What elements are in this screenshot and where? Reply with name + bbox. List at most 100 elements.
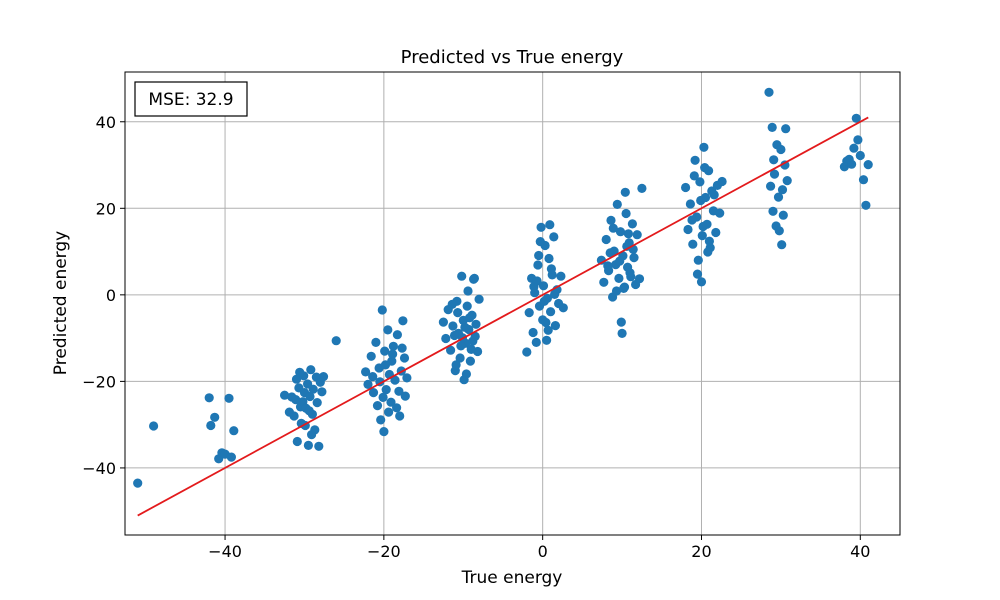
data-point	[542, 335, 552, 345]
data-point	[627, 219, 638, 229]
data-point	[447, 299, 457, 309]
data-point	[632, 230, 642, 240]
data-point	[545, 220, 555, 230]
data-point	[629, 253, 639, 263]
data-point	[764, 87, 774, 97]
data-point	[451, 360, 461, 370]
data-point	[699, 142, 709, 152]
data-point	[304, 406, 314, 416]
data-point	[535, 237, 545, 247]
data-point	[463, 286, 473, 296]
data-point	[536, 222, 546, 232]
data-point	[388, 341, 398, 351]
data-point	[849, 143, 859, 153]
data-point	[685, 199, 696, 209]
data-point	[767, 122, 777, 132]
data-point	[777, 240, 787, 250]
data-point	[524, 308, 534, 318]
data-point	[616, 317, 626, 327]
data-point	[781, 124, 791, 134]
x-tick-label: 0	[538, 542, 548, 561]
data-point	[601, 234, 611, 245]
data-point	[621, 208, 631, 219]
data-point	[546, 307, 556, 317]
data-point	[782, 176, 792, 186]
data-point	[773, 192, 784, 202]
data-point	[853, 135, 863, 145]
data-point	[210, 412, 220, 422]
data-point	[229, 426, 239, 436]
data-point	[863, 160, 873, 170]
x-axis-label: True energy	[461, 568, 563, 588]
data-point	[538, 281, 549, 291]
data-point	[384, 407, 394, 417]
data-point	[465, 356, 475, 366]
mse-annotation-box	[134, 81, 248, 117]
data-point	[696, 195, 706, 206]
plot-area-frame	[124, 71, 901, 536]
data-point	[462, 301, 472, 311]
data-point	[690, 155, 700, 165]
data-point	[400, 391, 410, 401]
data-point	[539, 296, 549, 306]
data-point	[204, 393, 214, 403]
data-point	[397, 343, 407, 353]
data-point	[534, 250, 544, 261]
data-point	[456, 341, 466, 351]
data-point	[688, 239, 698, 249]
data-point	[550, 289, 560, 299]
data-point	[606, 215, 616, 225]
data-point	[769, 155, 779, 165]
data-point	[398, 316, 408, 326]
x-tick-label: 40	[850, 542, 870, 561]
data-point	[700, 163, 710, 173]
data-point	[612, 199, 622, 209]
data-point	[399, 353, 410, 363]
data-point	[715, 208, 725, 218]
axis-ticks	[120, 121, 861, 540]
data-point	[368, 372, 378, 382]
data-point	[371, 337, 381, 347]
data-point	[402, 373, 412, 383]
data-point	[615, 227, 626, 237]
x-tick-label: −40	[208, 542, 242, 561]
y-tick-label: −20	[82, 372, 116, 391]
mse-annotation-text: MSE: 32.9	[148, 90, 233, 110]
data-point	[703, 247, 713, 257]
data-point	[605, 248, 615, 258]
data-point	[546, 264, 557, 274]
data-point	[696, 277, 707, 287]
data-point	[376, 415, 386, 425]
data-point	[528, 327, 538, 338]
data-point	[599, 277, 609, 287]
data-point	[634, 274, 645, 284]
data-point	[392, 403, 402, 413]
data-point	[448, 321, 458, 331]
data-point	[460, 322, 470, 332]
data-point	[776, 144, 786, 155]
data-point	[438, 317, 448, 327]
chart-title: Predicted vs True energy	[401, 47, 624, 68]
data-point	[603, 261, 613, 271]
y-tick-label: −40	[82, 459, 116, 478]
data-point	[226, 452, 236, 462]
data-point	[711, 227, 721, 238]
data-point	[386, 397, 396, 407]
data-point	[623, 229, 634, 239]
data-point	[774, 226, 784, 236]
data-point	[780, 160, 790, 170]
data-point	[692, 269, 703, 279]
data-point	[380, 360, 391, 370]
data-point	[625, 268, 635, 278]
data-point	[449, 330, 460, 341]
data-point	[768, 206, 778, 216]
data-point	[363, 379, 373, 389]
y-tick-label: 40	[96, 113, 116, 132]
scatter-points	[133, 87, 873, 488]
data-point	[556, 271, 566, 281]
data-point	[295, 367, 305, 377]
data-point	[469, 274, 479, 284]
data-point	[614, 273, 624, 283]
data-point	[541, 317, 551, 328]
data-point	[378, 392, 388, 402]
